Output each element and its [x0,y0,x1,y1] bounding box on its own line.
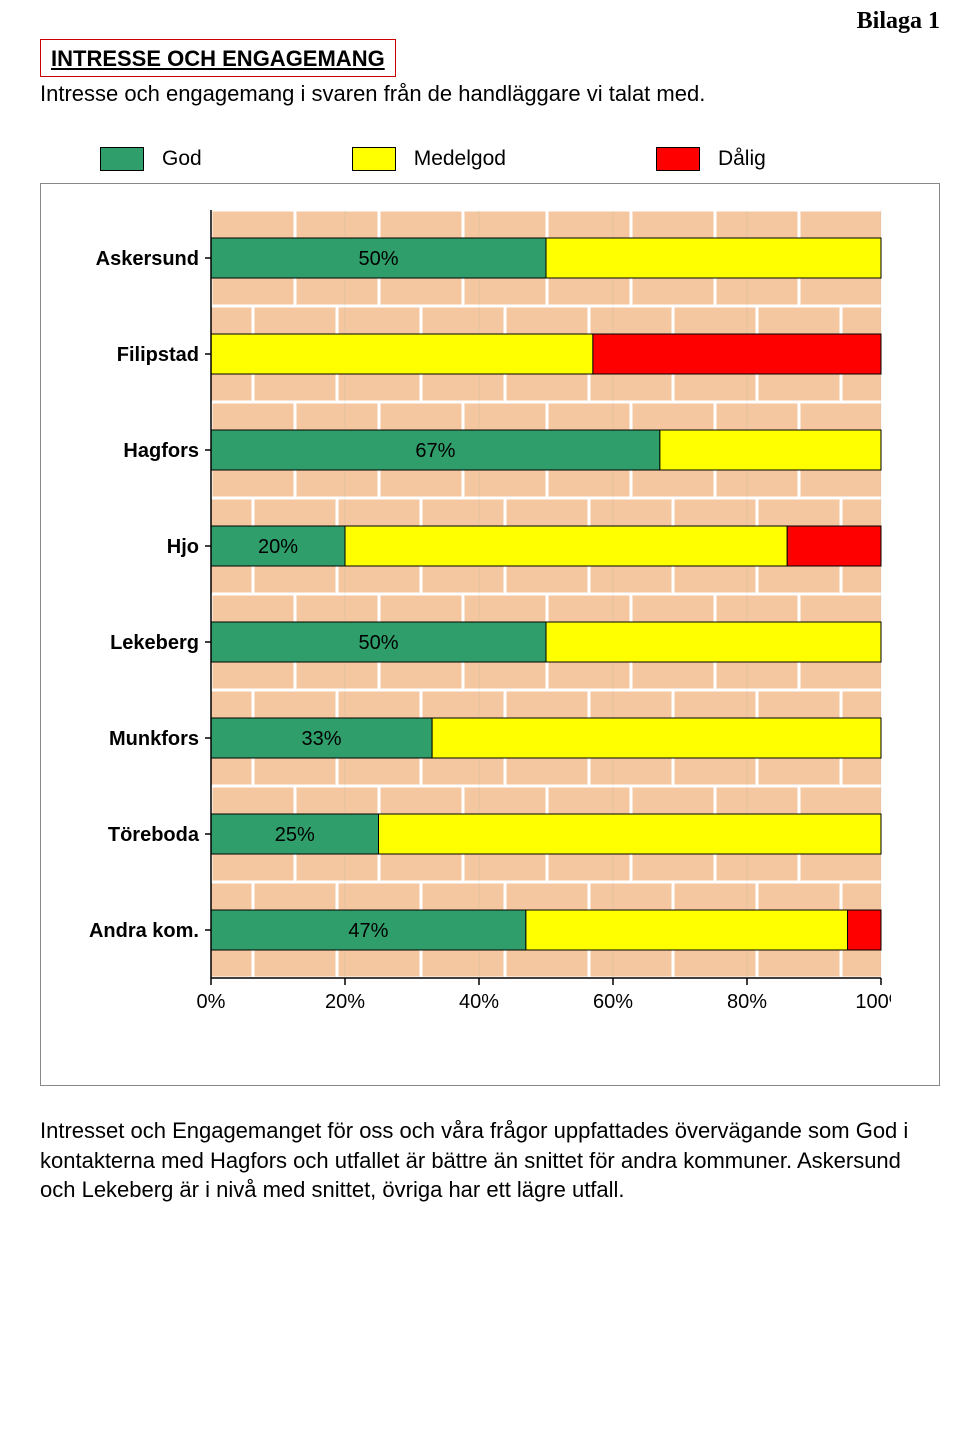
legend-label: Dålig [718,147,766,171]
bar-value-label: 47% [348,920,388,942]
bar-value-label: 50% [358,248,398,270]
x-tick-label: 0% [197,991,226,1013]
footer-paragraph-1: Intresset och Engagemanget för oss och v… [40,1116,940,1205]
category-label: Munkfors [109,728,199,750]
bar-segment [848,910,882,950]
bar-segment [526,910,848,950]
legend-label: God [162,147,202,171]
legend-swatch [352,147,396,171]
title-box: INTRESSE OCH ENGAGEMANG [40,39,396,77]
bar-segment [787,526,881,566]
appendix-label: Bilaga 1 [40,8,940,35]
legend-swatch [656,147,700,171]
page-title: INTRESSE OCH ENGAGEMANG [51,46,385,71]
legend-item: Medelgod [352,147,506,171]
x-tick-label: 60% [593,991,633,1013]
bar-segment [345,526,787,566]
bar-value-label: 67% [415,440,455,462]
chart-legend: God Medelgod Dålig [100,147,940,171]
chart-container: Askersund 50% Filipstad Hagfors 67% Hjo 20% Lek… [40,183,940,1086]
bar-segment [593,334,881,374]
category-label: Hagfors [123,440,199,462]
x-tick-label: 40% [459,991,499,1013]
stacked-bar-chart: Askersund 50% Filipstad Hagfors 67% Hjo 20% Lek… [51,190,891,1070]
bar-segment [379,814,882,854]
legend-item: Dålig [656,147,766,171]
legend-item: God [100,147,202,171]
bar-value-label: 25% [275,824,315,846]
category-label: Lekeberg [110,632,199,654]
bar-segment [546,238,881,278]
x-tick-label: 20% [325,991,365,1013]
category-label: Filipstad [117,344,199,366]
bar-value-label: 50% [358,632,398,654]
page-subtitle: Intresse och engagemang i svaren från de… [40,81,940,107]
bar-segment [211,334,593,374]
bar-value-label: 33% [302,728,342,750]
bar-value-label: 20% [258,536,298,558]
legend-label: Medelgod [414,147,506,171]
legend-swatch [100,147,144,171]
category-label: Andra kom. [89,920,199,942]
bar-segment [660,430,881,470]
bar-segment [432,718,881,758]
category-label: Hjo [167,536,199,558]
category-label: Töreboda [108,824,200,846]
x-tick-label: 80% [727,991,767,1013]
x-tick-label: 100% [855,991,891,1013]
category-label: Askersund [96,248,199,270]
bar-segment [546,622,881,662]
